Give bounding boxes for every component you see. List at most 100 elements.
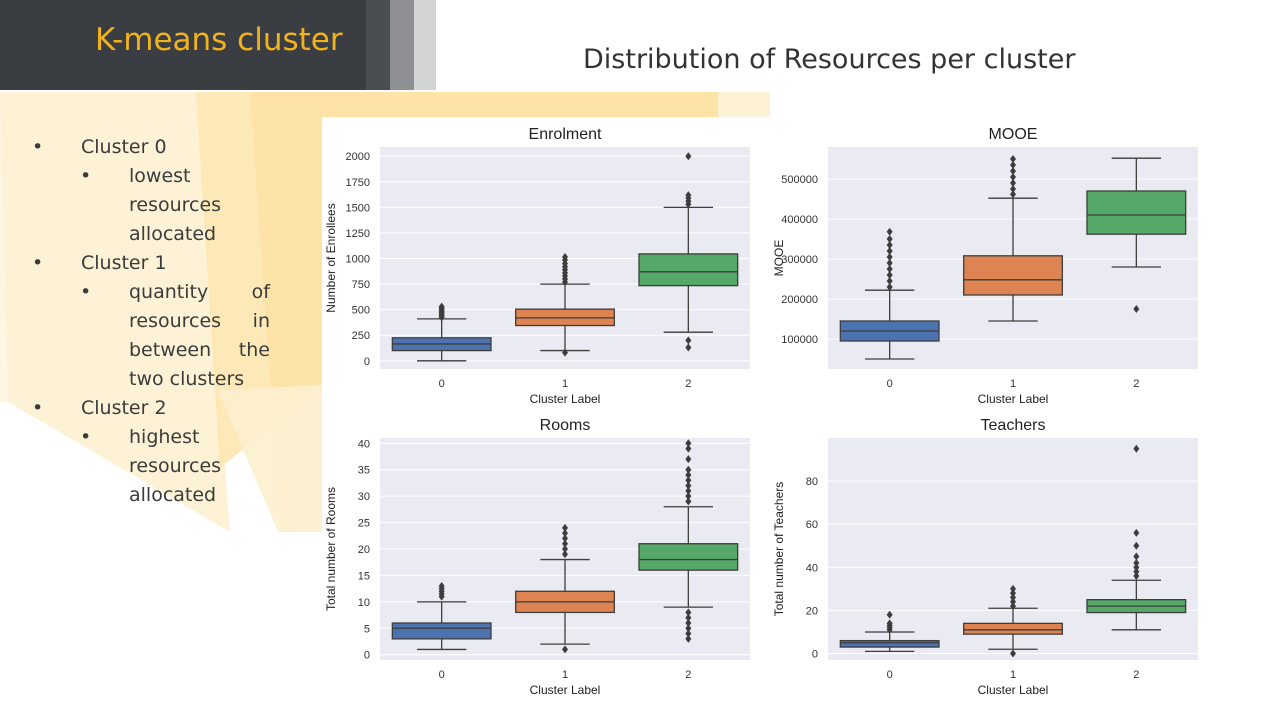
outlier-point xyxy=(685,492,692,501)
y-tick-label: 1500 xyxy=(346,202,370,214)
sub-bullet: quantity of resources in between the two… xyxy=(30,278,270,394)
y-tick-label: 10 xyxy=(358,597,370,609)
outlier-point xyxy=(1133,571,1140,580)
outlier-point xyxy=(562,529,568,538)
outlier-point xyxy=(685,486,692,495)
outlier-point xyxy=(562,523,568,532)
y-tick-label: 300000 xyxy=(781,254,818,266)
outlier-point xyxy=(562,348,568,357)
outlier-point xyxy=(685,624,692,633)
outlier-point xyxy=(685,444,692,453)
outlier-point xyxy=(685,439,692,448)
box-cluster-0 xyxy=(839,639,940,648)
y-tick-label: 60 xyxy=(806,519,818,531)
y-tick-label: 200000 xyxy=(781,294,818,306)
outlier-point xyxy=(1010,190,1016,199)
y-tick-label: 40 xyxy=(358,438,370,450)
box-cluster-0 xyxy=(391,622,492,640)
y-tick-label: 0 xyxy=(364,356,370,368)
outlier-point xyxy=(1010,649,1016,658)
outlier-point xyxy=(685,343,692,352)
outlier-point xyxy=(1133,563,1140,572)
box-cluster-2 xyxy=(638,253,739,287)
x-axis-label: Cluster Label xyxy=(978,683,1049,697)
y-axis-label: Number of Enrollees xyxy=(324,203,338,312)
x-tick-label: 2 xyxy=(685,378,691,390)
outlier-point xyxy=(562,539,568,548)
y-tick-label: 500000 xyxy=(781,174,818,186)
outlier-point xyxy=(685,476,692,485)
x-tick-label: 0 xyxy=(887,669,893,681)
x-tick-label: 1 xyxy=(1010,378,1016,390)
title-stripe xyxy=(366,0,390,90)
outlier-point xyxy=(1010,597,1016,606)
outlier-point xyxy=(1010,179,1016,187)
outlier-point xyxy=(1133,528,1140,537)
outlier-point xyxy=(886,247,893,255)
outlier-point xyxy=(562,550,568,559)
y-tick-label: 0 xyxy=(812,649,818,661)
bullet-cluster-1: Cluster 1 xyxy=(30,249,270,278)
y-tick-label: 20 xyxy=(358,544,370,556)
x-tick-label: 2 xyxy=(1133,669,1139,681)
outlier-point xyxy=(685,634,692,643)
outlier-point xyxy=(562,645,568,654)
outlier-point xyxy=(886,619,893,628)
outlier-point xyxy=(886,277,893,285)
x-tick-label: 2 xyxy=(685,669,691,681)
y-axis-label: MOOE xyxy=(772,240,786,277)
outlier-point xyxy=(1133,444,1140,453)
y-tick-label: 1250 xyxy=(346,228,370,240)
x-tick-label: 2 xyxy=(1133,378,1139,390)
y-tick-label: 400000 xyxy=(781,214,818,226)
outlier-point xyxy=(685,191,692,200)
box-cluster-2 xyxy=(638,543,739,571)
outlier-point xyxy=(685,455,692,464)
outlier-point xyxy=(685,629,692,638)
outlier-point xyxy=(685,497,692,506)
outlier-point xyxy=(685,465,692,474)
y-tick-label: 20 xyxy=(806,605,818,617)
title-stripe xyxy=(414,0,436,90)
outlier-point xyxy=(1010,584,1016,593)
y-tick-label: 250 xyxy=(352,330,370,342)
chart-title: Rooms xyxy=(540,417,591,434)
outlier-point xyxy=(1010,167,1016,175)
title-stripe xyxy=(390,0,414,90)
outlier-point xyxy=(685,619,692,627)
y-tick-label: 0 xyxy=(364,650,370,662)
outlier-point xyxy=(562,252,568,261)
y-tick-label: 100000 xyxy=(781,334,818,346)
x-tick-label: 1 xyxy=(562,669,568,681)
y-tick-label: 1000 xyxy=(346,254,370,266)
outlier-point xyxy=(1010,185,1016,193)
outlier-point xyxy=(886,283,893,291)
x-tick-label: 0 xyxy=(887,378,893,390)
x-axis-label: Cluster Label xyxy=(530,683,601,697)
y-tick-label: 500 xyxy=(352,305,370,317)
outlier-point xyxy=(438,582,445,590)
y-tick-label: 5 xyxy=(364,623,370,635)
y-tick-label: 80 xyxy=(806,476,818,488)
y-tick-label: 15 xyxy=(358,570,370,582)
outlier-point xyxy=(685,152,692,161)
bullet-cluster-2: Cluster 2 xyxy=(30,394,270,423)
y-tick-label: 40 xyxy=(806,562,818,574)
sub-bullet: highest resources allocated xyxy=(30,423,270,510)
x-tick-label: 1 xyxy=(1010,669,1016,681)
title-bar xyxy=(0,0,366,90)
x-tick-label: 0 xyxy=(439,669,445,681)
y-tick-label: 1750 xyxy=(346,177,370,189)
outlier-point xyxy=(1010,593,1016,602)
outlier-point xyxy=(886,241,893,249)
y-tick-label: 25 xyxy=(358,518,370,530)
outlier-point xyxy=(886,259,893,267)
outlier-point xyxy=(1010,155,1016,163)
box-cluster-1 xyxy=(963,255,1063,296)
chart-title: Teachers xyxy=(981,417,1046,434)
chart-title: Enrolment xyxy=(529,126,602,143)
outlier-point xyxy=(685,336,692,345)
outlier-point xyxy=(438,302,445,311)
outlier-point xyxy=(886,265,893,273)
